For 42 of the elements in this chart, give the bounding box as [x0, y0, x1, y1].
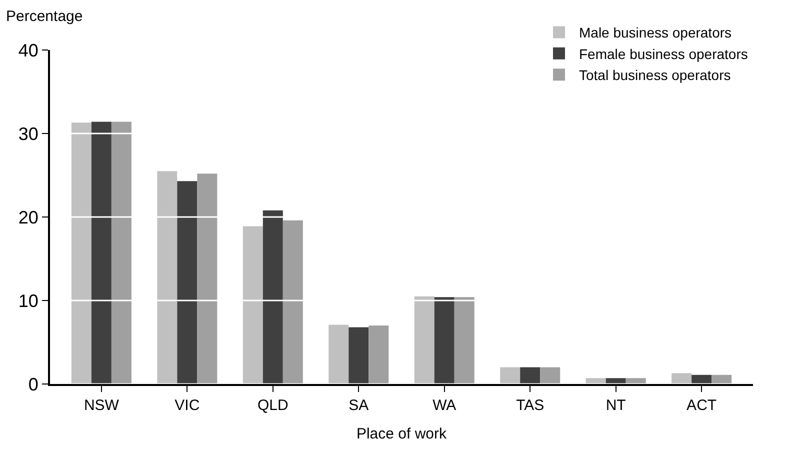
bar: [586, 378, 606, 384]
bar: [197, 174, 218, 384]
bar: [177, 181, 198, 384]
bar: [606, 378, 626, 384]
legend-label: Female business operators: [579, 46, 748, 62]
bar: [692, 374, 712, 384]
bar: [434, 297, 454, 384]
bar: [500, 367, 520, 384]
bar: [282, 220, 303, 384]
legend-label: Total business operators: [579, 67, 731, 84]
x-tick-label: WA: [432, 397, 456, 414]
bar: [348, 327, 369, 384]
bar: [91, 122, 112, 384]
y-tick-label: 40: [18, 40, 38, 60]
y-tick-label: 10: [18, 290, 38, 311]
bar: [328, 324, 349, 384]
y-axis-title: Percentage: [6, 8, 83, 25]
bar: [111, 122, 132, 384]
y-tick-label: 20: [18, 207, 38, 228]
x-axis-title: Place of work: [356, 426, 448, 442]
bar: [157, 171, 178, 384]
x-tick-label: VIC: [174, 397, 200, 414]
bar: [540, 367, 560, 384]
bar: [414, 296, 434, 384]
bar: [672, 373, 692, 384]
legend-label: Male business operators: [579, 24, 732, 41]
bar: [242, 226, 263, 384]
bar: [626, 378, 646, 384]
bar: [368, 326, 389, 384]
bar: [712, 374, 732, 384]
x-tick-label: SA: [348, 397, 369, 414]
x-tick-label: ACT: [686, 397, 717, 414]
x-tick-label: NSW: [84, 397, 120, 414]
x-tick-label: TAS: [516, 397, 544, 414]
x-tick-label: NT: [606, 397, 626, 414]
x-tick-label: QLD: [257, 397, 288, 414]
y-tick-label: 0: [28, 374, 38, 394]
bar: [71, 122, 92, 384]
y-tick-label: 30: [18, 124, 38, 144]
bar: [262, 210, 283, 384]
bar: [454, 297, 474, 384]
bar: [520, 367, 540, 384]
